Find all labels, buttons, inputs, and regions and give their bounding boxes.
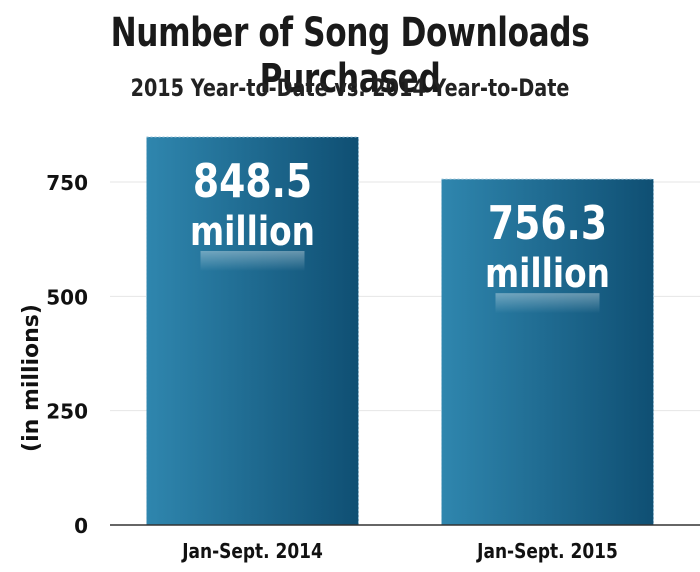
bar-label-reflection <box>200 251 305 271</box>
y-tick-label: 500 <box>46 285 88 309</box>
x-category-label: Jan-Sept. 2014 <box>180 541 323 564</box>
y-tick-label: 0 <box>74 514 88 538</box>
bar-value-number: 756.3 <box>488 197 607 251</box>
axes: 0 250 500 750 Jan-Sept. 2014 Jan-Sept. 2015 <box>46 171 700 563</box>
chart-subtitle: 2015 Year-to-Date vs. 2014 Year-to-Date <box>130 74 570 102</box>
y-tick-label: 750 <box>46 171 88 195</box>
y-axis-title: (in millions) <box>19 304 44 452</box>
bar <box>441 178 654 526</box>
bar-label-reflection <box>495 293 600 314</box>
x-category-label: Jan-Sept. 2015 <box>475 541 617 564</box>
bar-value-unit: million <box>190 208 315 255</box>
bar <box>146 136 359 526</box>
y-tick-label: 250 <box>46 400 88 424</box>
bar-value-unit: million <box>485 250 610 297</box>
bar-value-number: 848.5 <box>193 154 312 208</box>
chart-title: Number of Song Downloads Purchased <box>110 10 590 102</box>
